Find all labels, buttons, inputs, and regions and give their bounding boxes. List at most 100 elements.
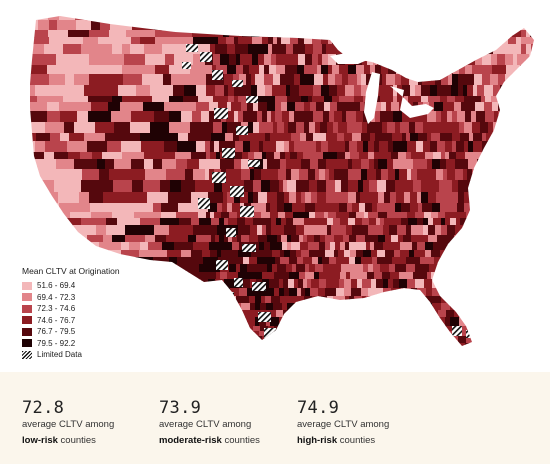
county-tile <box>441 279 450 289</box>
county-tile <box>215 343 221 346</box>
county-tile <box>238 96 247 103</box>
county-tile <box>362 44 368 55</box>
county-tile <box>193 225 214 236</box>
county-tile <box>234 37 239 45</box>
county-tile <box>330 288 337 297</box>
county-tile <box>490 348 496 356</box>
county-tile <box>79 192 90 204</box>
county-tile <box>338 250 345 258</box>
county-tile <box>340 310 350 318</box>
county-tile <box>314 272 320 280</box>
county-tile <box>220 44 228 55</box>
county-tile <box>398 20 407 31</box>
county-tile <box>321 37 329 45</box>
county-tile <box>148 242 163 251</box>
county-tile <box>147 65 156 75</box>
county-tile <box>198 296 214 304</box>
county-tile <box>471 310 476 318</box>
county-tile <box>284 192 290 204</box>
county-tile <box>518 317 525 327</box>
county-tile <box>444 343 451 346</box>
county-tile <box>406 288 412 297</box>
county-tile <box>30 85 36 97</box>
county-tile <box>280 250 285 258</box>
county-tile <box>520 65 528 75</box>
county-tile <box>382 343 392 346</box>
county-tile <box>218 310 223 318</box>
county-tile <box>167 16 183 21</box>
county-tile <box>382 152 392 160</box>
county-tile <box>143 102 165 112</box>
county-tile <box>400 336 406 344</box>
county-tile <box>273 37 278 45</box>
legend-label: 76.7 - 79.5 <box>37 327 76 337</box>
county-tile <box>475 20 484 31</box>
county-tile <box>274 20 284 31</box>
county-tile <box>495 326 503 332</box>
county-tile <box>470 96 478 103</box>
county-tile <box>290 20 297 31</box>
county-tile <box>511 141 520 153</box>
county-tile <box>217 225 222 236</box>
county-tile <box>59 203 79 213</box>
county-tile <box>169 122 191 134</box>
county-tile <box>315 203 324 213</box>
county-tile <box>269 65 277 75</box>
county-tile <box>169 111 182 123</box>
county-tile <box>441 218 446 226</box>
county-tile <box>89 30 110 38</box>
county-tile <box>468 317 477 327</box>
county-tile <box>377 303 382 311</box>
county-tile <box>255 343 262 346</box>
county-tile <box>224 218 229 226</box>
county-tile <box>349 257 356 265</box>
county-tile <box>84 85 96 97</box>
county-tile <box>360 102 365 112</box>
county-tile <box>525 54 530 66</box>
county-tile <box>253 180 262 193</box>
county-tile <box>262 218 272 226</box>
county-tile <box>516 122 524 134</box>
county-tile <box>234 85 244 97</box>
county-tile <box>473 133 483 142</box>
county-tile <box>206 85 216 97</box>
county-tile <box>450 296 457 304</box>
county-tile <box>121 141 142 153</box>
county-tile <box>173 343 185 346</box>
county-tile <box>447 169 456 181</box>
county-tile <box>304 102 311 112</box>
county-tile <box>288 279 295 289</box>
county-tile <box>259 288 265 297</box>
county-tile <box>325 235 335 243</box>
county-tile <box>74 122 96 134</box>
county-tile <box>401 74 410 86</box>
county-tile <box>103 180 114 193</box>
county-tile <box>202 250 211 258</box>
county-tile <box>35 85 56 97</box>
county-tile <box>234 159 242 170</box>
county-tile <box>506 102 516 112</box>
county-tile <box>209 326 216 332</box>
county-tile <box>486 250 492 258</box>
county-tile <box>224 235 229 243</box>
county-tile <box>329 169 335 181</box>
county-tile <box>369 159 375 170</box>
county-tile <box>465 242 475 251</box>
county-tile <box>287 303 295 311</box>
county-tile <box>456 296 466 304</box>
county-tile <box>174 303 192 311</box>
county-tile <box>130 44 145 55</box>
county-tile <box>245 20 254 31</box>
county-tile <box>411 235 416 243</box>
county-tile <box>484 218 489 226</box>
county-tile <box>529 242 534 251</box>
county-tile <box>491 250 501 258</box>
county-tile <box>505 54 514 66</box>
legend-label: 51.6 - 69.4 <box>37 281 76 291</box>
county-tile <box>49 20 58 31</box>
county-tile <box>30 74 50 86</box>
county-tile <box>69 65 90 75</box>
limited-data-tile <box>200 52 212 62</box>
county-tile <box>485 159 492 170</box>
county-tile <box>530 203 534 213</box>
